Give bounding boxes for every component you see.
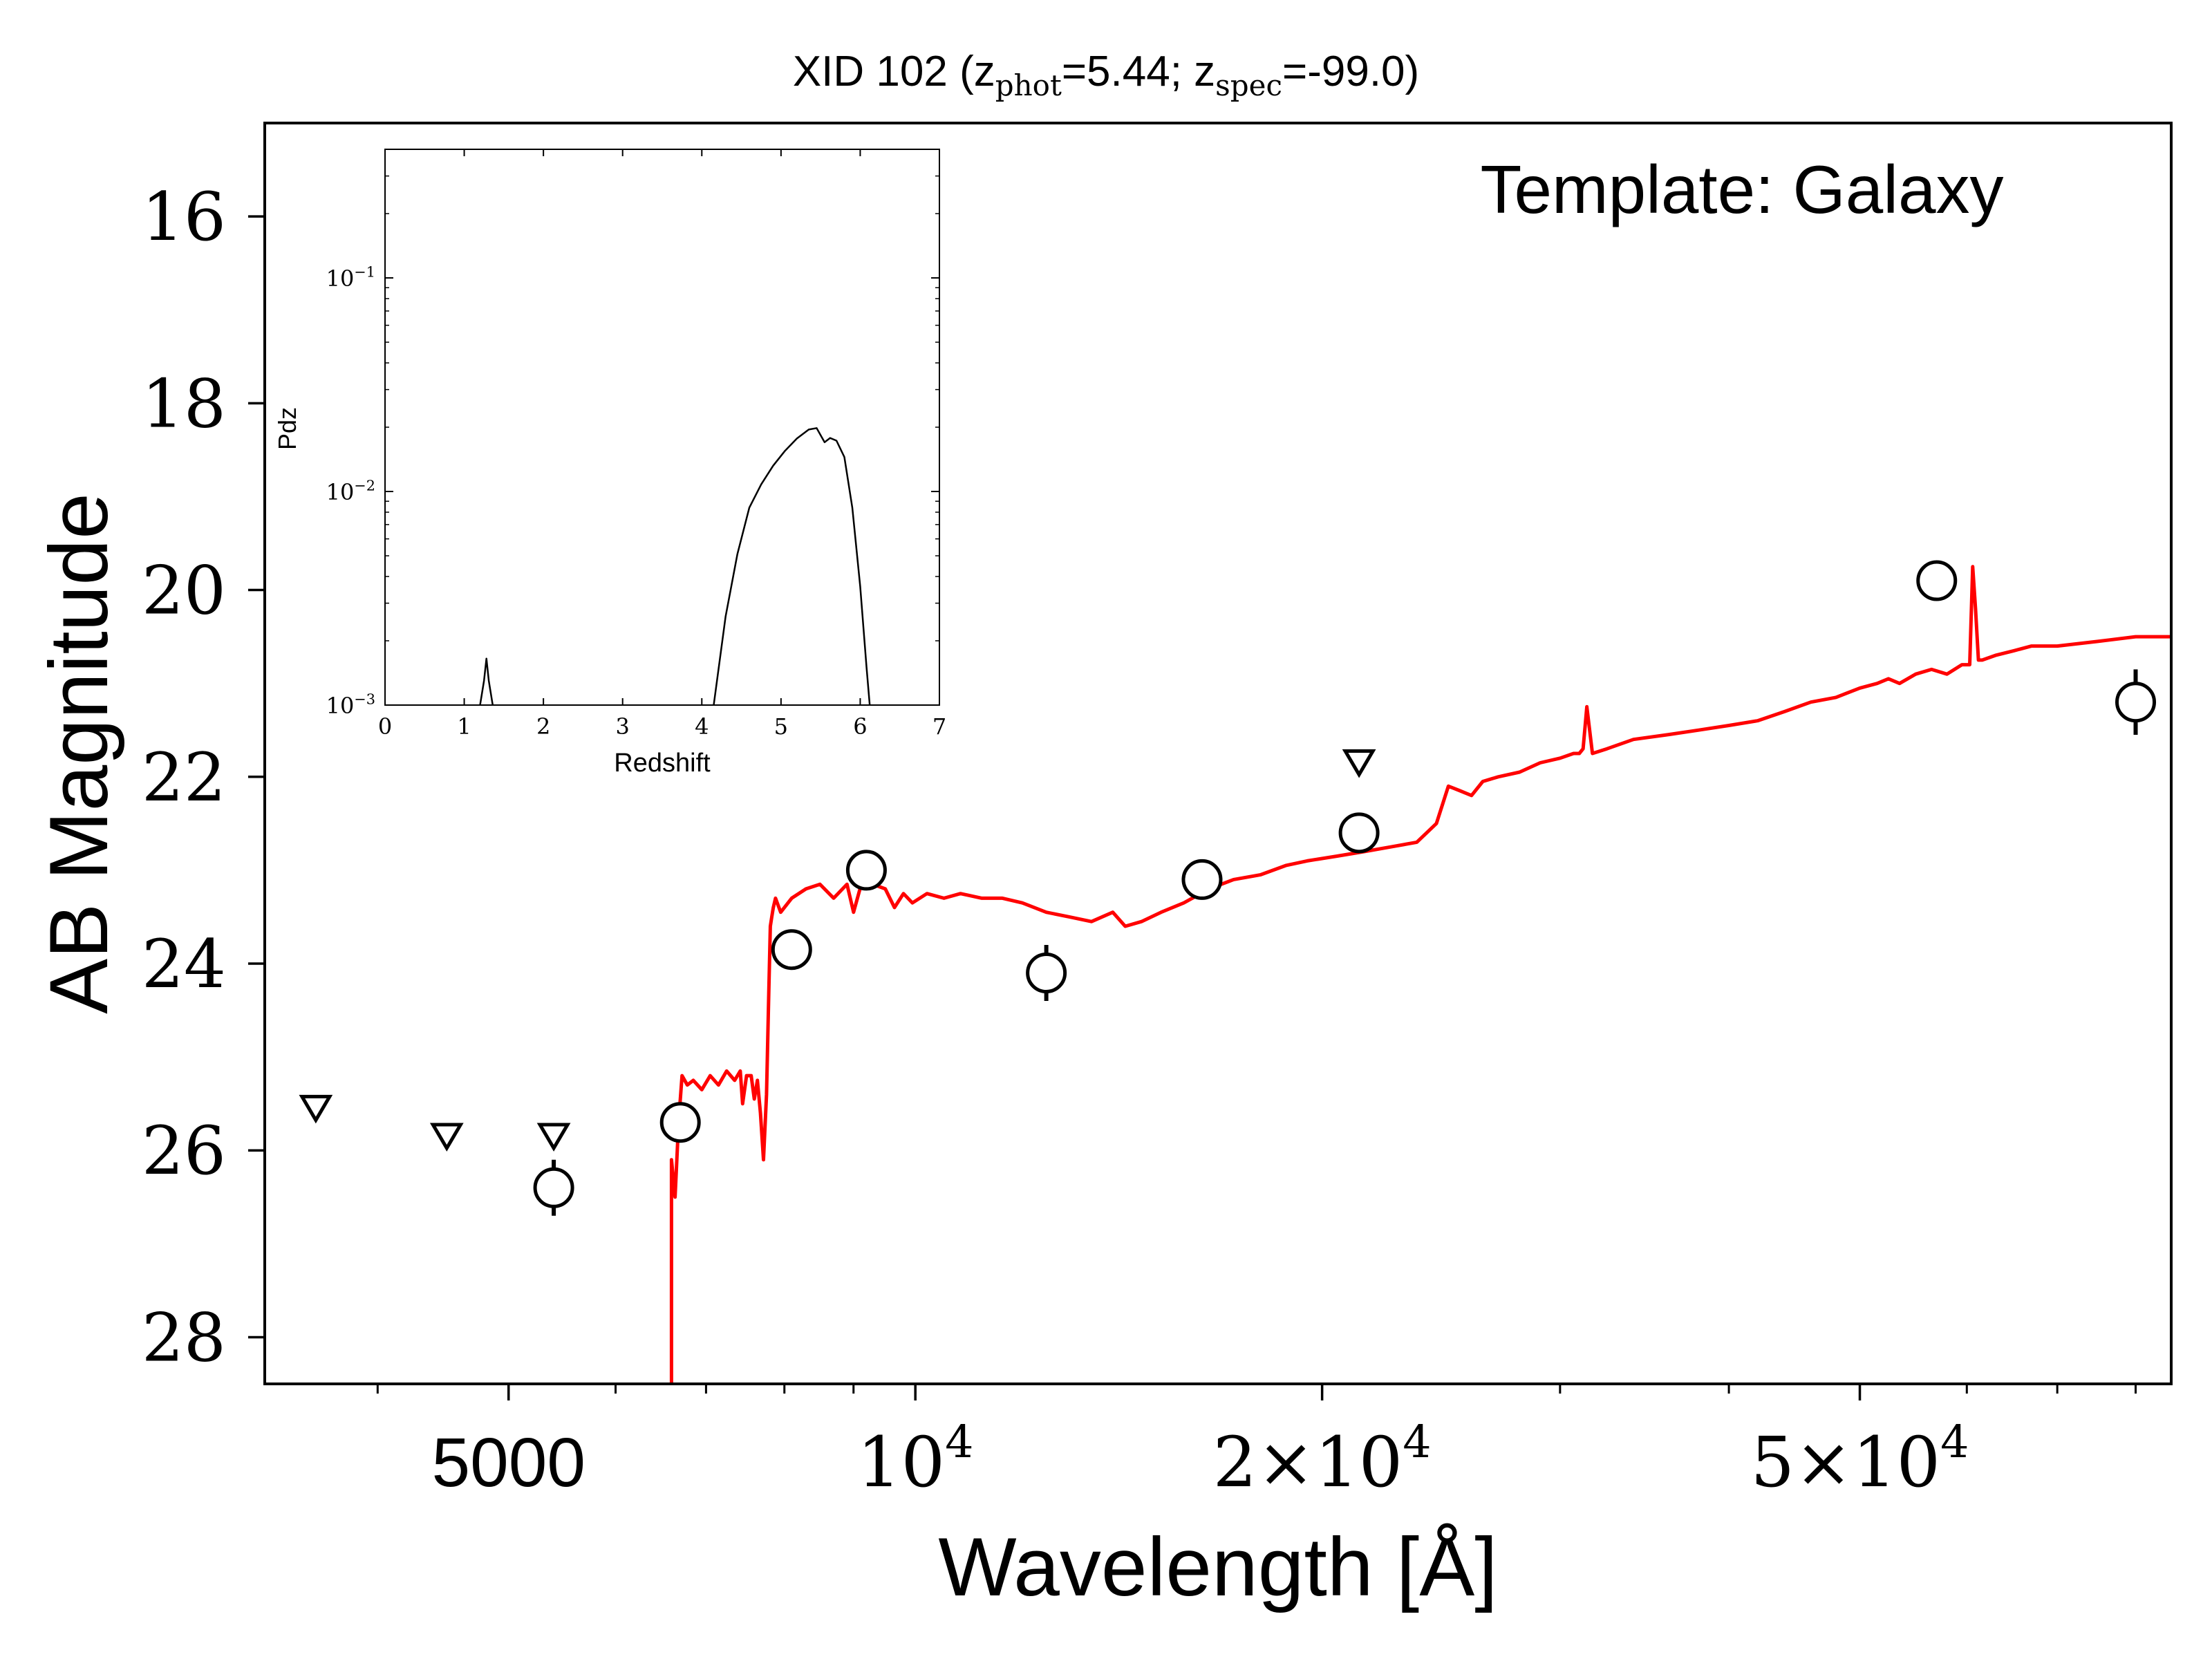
x-axis-label: Wavelength [Å] [938, 1521, 1497, 1613]
detection-marker [659, 1102, 701, 1143]
y-tick-label: 28 [142, 1299, 226, 1376]
detection-marker [533, 1167, 574, 1208]
inset-x-tick-label: 4 [695, 713, 709, 740]
inset-x-tick-label: 5 [774, 713, 788, 740]
y-tick-label: 20 [142, 552, 226, 630]
detection-marker [1338, 812, 1380, 854]
template-spectrum-line [669, 565, 2171, 1384]
inset-x-tick-label: 2 [536, 713, 550, 740]
y-tick-label: 26 [142, 1112, 226, 1190]
y-axis-label: AB Magnitude [32, 493, 125, 1014]
inset-y-tick-label: 10−3 [326, 691, 375, 719]
template-annotation: Template: Galaxy [1480, 151, 2003, 227]
inset-y-tick-label: 10−2 [326, 478, 375, 505]
pdz-curve [713, 427, 871, 705]
y-tick-label: 24 [142, 926, 226, 1003]
inset-x-tick-label: 1 [457, 713, 471, 740]
inset-x-tick-label: 0 [378, 713, 392, 740]
upper-limit-marker [1342, 749, 1376, 778]
y-tick-label: 18 [142, 365, 226, 442]
y-tick-label: 22 [142, 739, 226, 816]
inset-y-label: Pdz [273, 407, 301, 450]
upper-limit-marker [429, 1123, 464, 1152]
inset-x-label: Redshift [614, 749, 711, 778]
upper-limit-marker [299, 1094, 333, 1124]
inset-x-tick-label: 3 [616, 713, 630, 740]
x-tick-label: 104 [857, 1416, 974, 1503]
x-tick-label: 5000 [432, 1424, 585, 1501]
pdz-curve-layer [479, 427, 871, 705]
pdz-curve [479, 657, 494, 705]
upper-limit-marker [536, 1123, 571, 1152]
detection-marker [2115, 682, 2157, 723]
detection-marker [1916, 560, 1958, 601]
pdz-inset: 0 1 2 3 4 5 6 7 10−1 10−2 10−3 Redshift Pdz [273, 149, 946, 778]
inset-x-tick-label: 6 [853, 713, 867, 740]
detection-marker [771, 929, 812, 971]
template-layer [669, 565, 2171, 1384]
y-tick-label: 16 [142, 178, 226, 256]
main-plot-frame [263, 122, 2173, 1385]
x-tick-label: 2×104 [1213, 1416, 1432, 1503]
chart-title: XID 102 (zphot=5.44; zspec=-99.0) [793, 48, 1419, 102]
inset-frame [384, 149, 940, 706]
photometry-layer [299, 560, 2157, 1216]
inset-y-tick-label: 10−1 [326, 264, 375, 292]
inset-x-tick-label: 7 [932, 713, 946, 740]
detection-marker [1181, 859, 1223, 900]
x-tick-label: 5×104 [1751, 1416, 1969, 1503]
detection-marker [845, 850, 887, 891]
detection-marker [1026, 953, 1067, 994]
inset-background [385, 149, 939, 705]
